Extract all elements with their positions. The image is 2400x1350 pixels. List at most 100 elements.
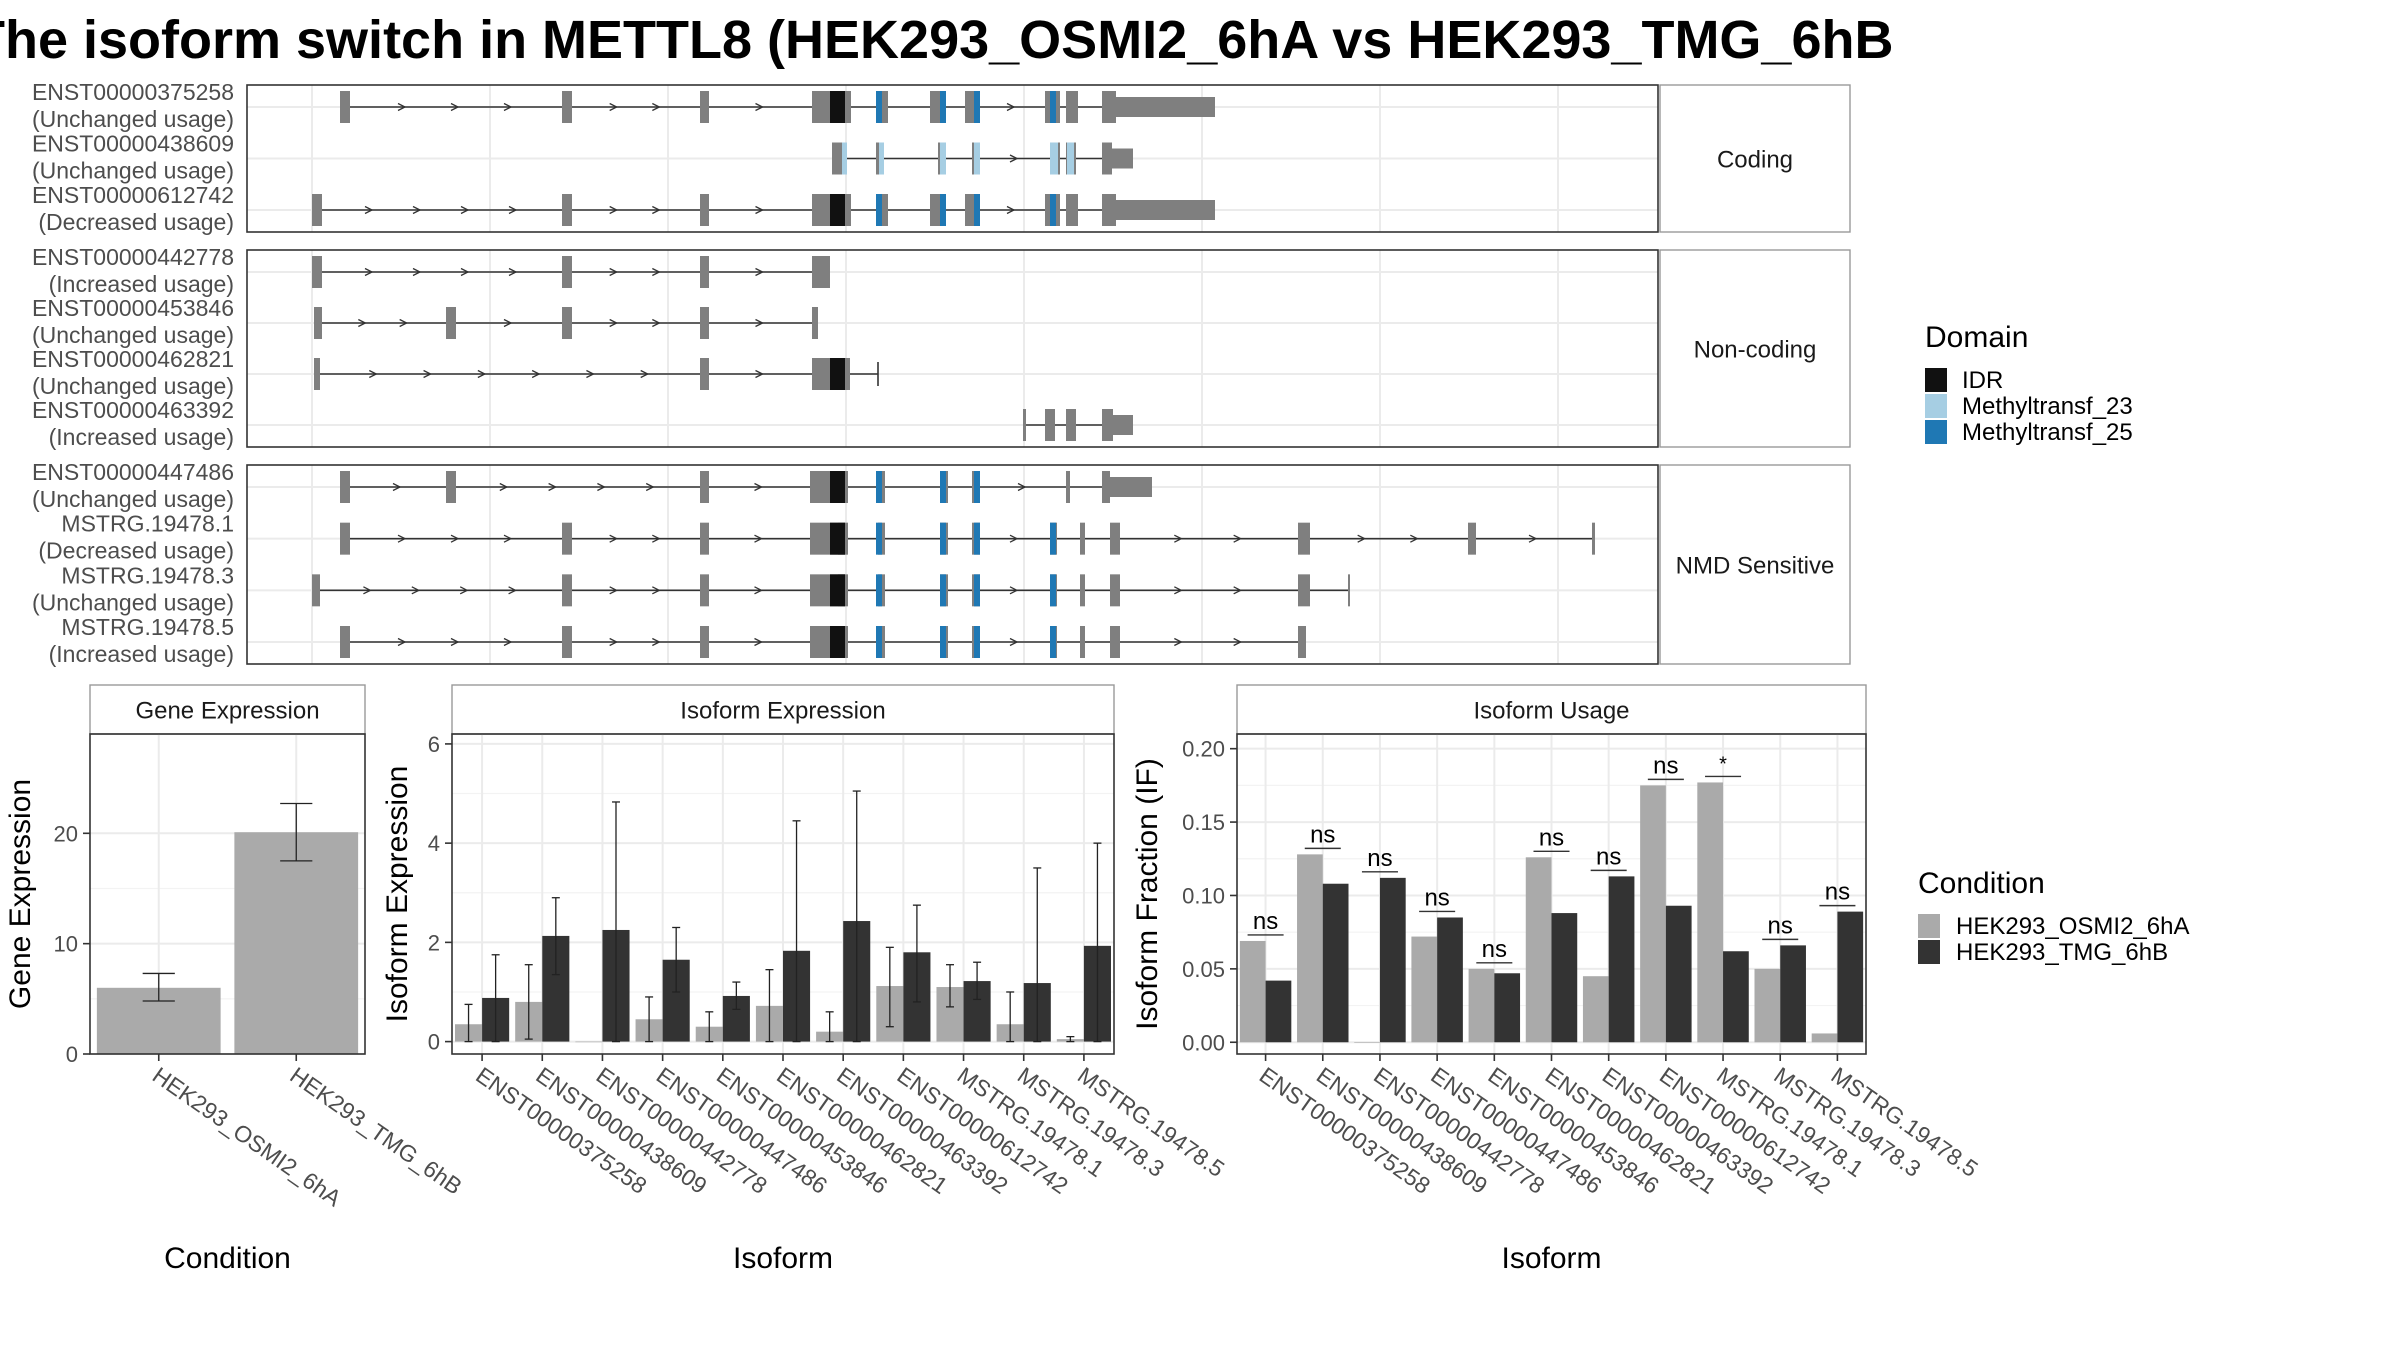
chart-strip-label: Isoform Usage [1473,698,1629,725]
domain-m25 [940,194,946,226]
intron-arrow [1009,154,1019,163]
exon [1102,409,1113,441]
exon [340,471,350,503]
bar [1354,1042,1380,1043]
bar [1640,785,1666,1043]
significance-label: ns [1825,879,1850,906]
domain-idr [830,471,845,503]
transcript-id-label: ENST00000442778 [32,244,234,270]
y-axis-title: Isoform Fraction (IF) [1131,758,1164,1030]
bar [1379,877,1406,1043]
transcript-usage-label: (Increased usage) [49,641,234,667]
significance-label: ns [1310,821,1335,848]
structure-strip [1659,84,1851,233]
transcript-id-label: ENST00000375258 [32,79,234,105]
exon [1110,91,1116,123]
domain-m25 [876,522,882,555]
exon [446,307,456,339]
transcript-id-label: ENST00000463392 [32,397,234,423]
domain-m25 [876,471,882,503]
bar [1551,913,1578,1043]
y-tick-label: 0.00 [1182,1030,1225,1055]
transcript-usage-label: (Decreased usage) [38,538,234,564]
intron-arrow [399,318,409,328]
domain-m25 [940,471,946,503]
intron-arrow [1528,534,1538,543]
structure-panel-bg [247,465,1658,664]
intron-arrow [652,318,661,328]
exon [1113,415,1133,435]
exon [700,358,709,390]
x-axis-title: Isoform [733,1242,833,1275]
intron-arrow [459,586,469,595]
bar [1780,945,1806,1043]
exon [1115,574,1120,607]
y-tick-label: 0.20 [1182,737,1225,762]
domain-m25 [940,626,946,658]
bar [1837,911,1864,1043]
transcript-usage-label: (Unchanged usage) [32,486,234,512]
transcript-ENST00000463392 [1023,409,1133,441]
structure-strip-label: Non-coding [1694,337,1817,364]
intron-arrow [423,369,433,379]
structure-panel-border [246,249,1659,448]
domain-m23 [879,142,884,175]
transcript-usage-label: (Increased usage) [49,424,234,450]
exon [700,471,709,503]
exon [562,574,572,607]
bar [1468,968,1495,1043]
exon [562,194,572,226]
bar [1723,951,1749,1043]
domain-m23 [940,142,946,175]
transcript-id-label: MSTRG.19478.5 [61,614,234,640]
y-axis-title: Gene Expression [4,779,37,1009]
exon [312,256,322,288]
domain-m25 [1050,522,1056,555]
exon [562,626,572,658]
exon [1045,409,1055,441]
exon [812,307,818,339]
domain-m25 [940,522,946,555]
significance-label: ns [1653,752,1678,779]
exon [1066,194,1078,226]
condition-legend-title: Condition [1918,867,2045,900]
domain-legend-title: Domain [1925,321,2028,354]
exon [562,256,572,288]
y-axis-title: Isoform Expression [381,766,414,1023]
chart-strip [1236,684,1867,735]
intron-arrow [503,102,513,112]
intron-arrow [412,267,422,277]
exon [340,522,350,555]
transcript-id-label: ENST00000447486 [32,459,234,485]
exon [446,471,456,503]
y-tick-label: 0.05 [1182,957,1225,982]
isoform-expression-chart: Isoform Expression0246ENST00000375258ENS… [381,684,1229,1275]
intron-arrow [450,534,460,543]
intron-arrow [609,267,619,277]
intron-arrow [508,586,518,595]
exon [1348,574,1350,607]
intron-arrow [754,482,763,492]
intron-arrow [1174,586,1183,595]
domain-m25 [1050,194,1056,226]
transcript-usage-label: (Unchanged usage) [32,589,234,615]
y-tick-label: 2 [428,930,440,955]
bar [1811,1033,1838,1043]
exon [930,194,942,226]
exon [700,194,709,226]
exon [1066,409,1076,441]
intron-arrow [652,534,661,543]
structure-strip [1659,464,1851,665]
domain-idr [830,574,845,607]
intron-arrow [1006,102,1016,112]
structure-panel-bg [247,250,1658,447]
exon [1110,477,1152,497]
intron-arrow [609,205,619,215]
intron-arrow [450,637,460,647]
exon [1023,409,1026,441]
intron-arrow [364,205,374,215]
bar [234,832,359,1054]
intron-arrow [1357,534,1367,543]
intron-arrow [640,369,650,379]
